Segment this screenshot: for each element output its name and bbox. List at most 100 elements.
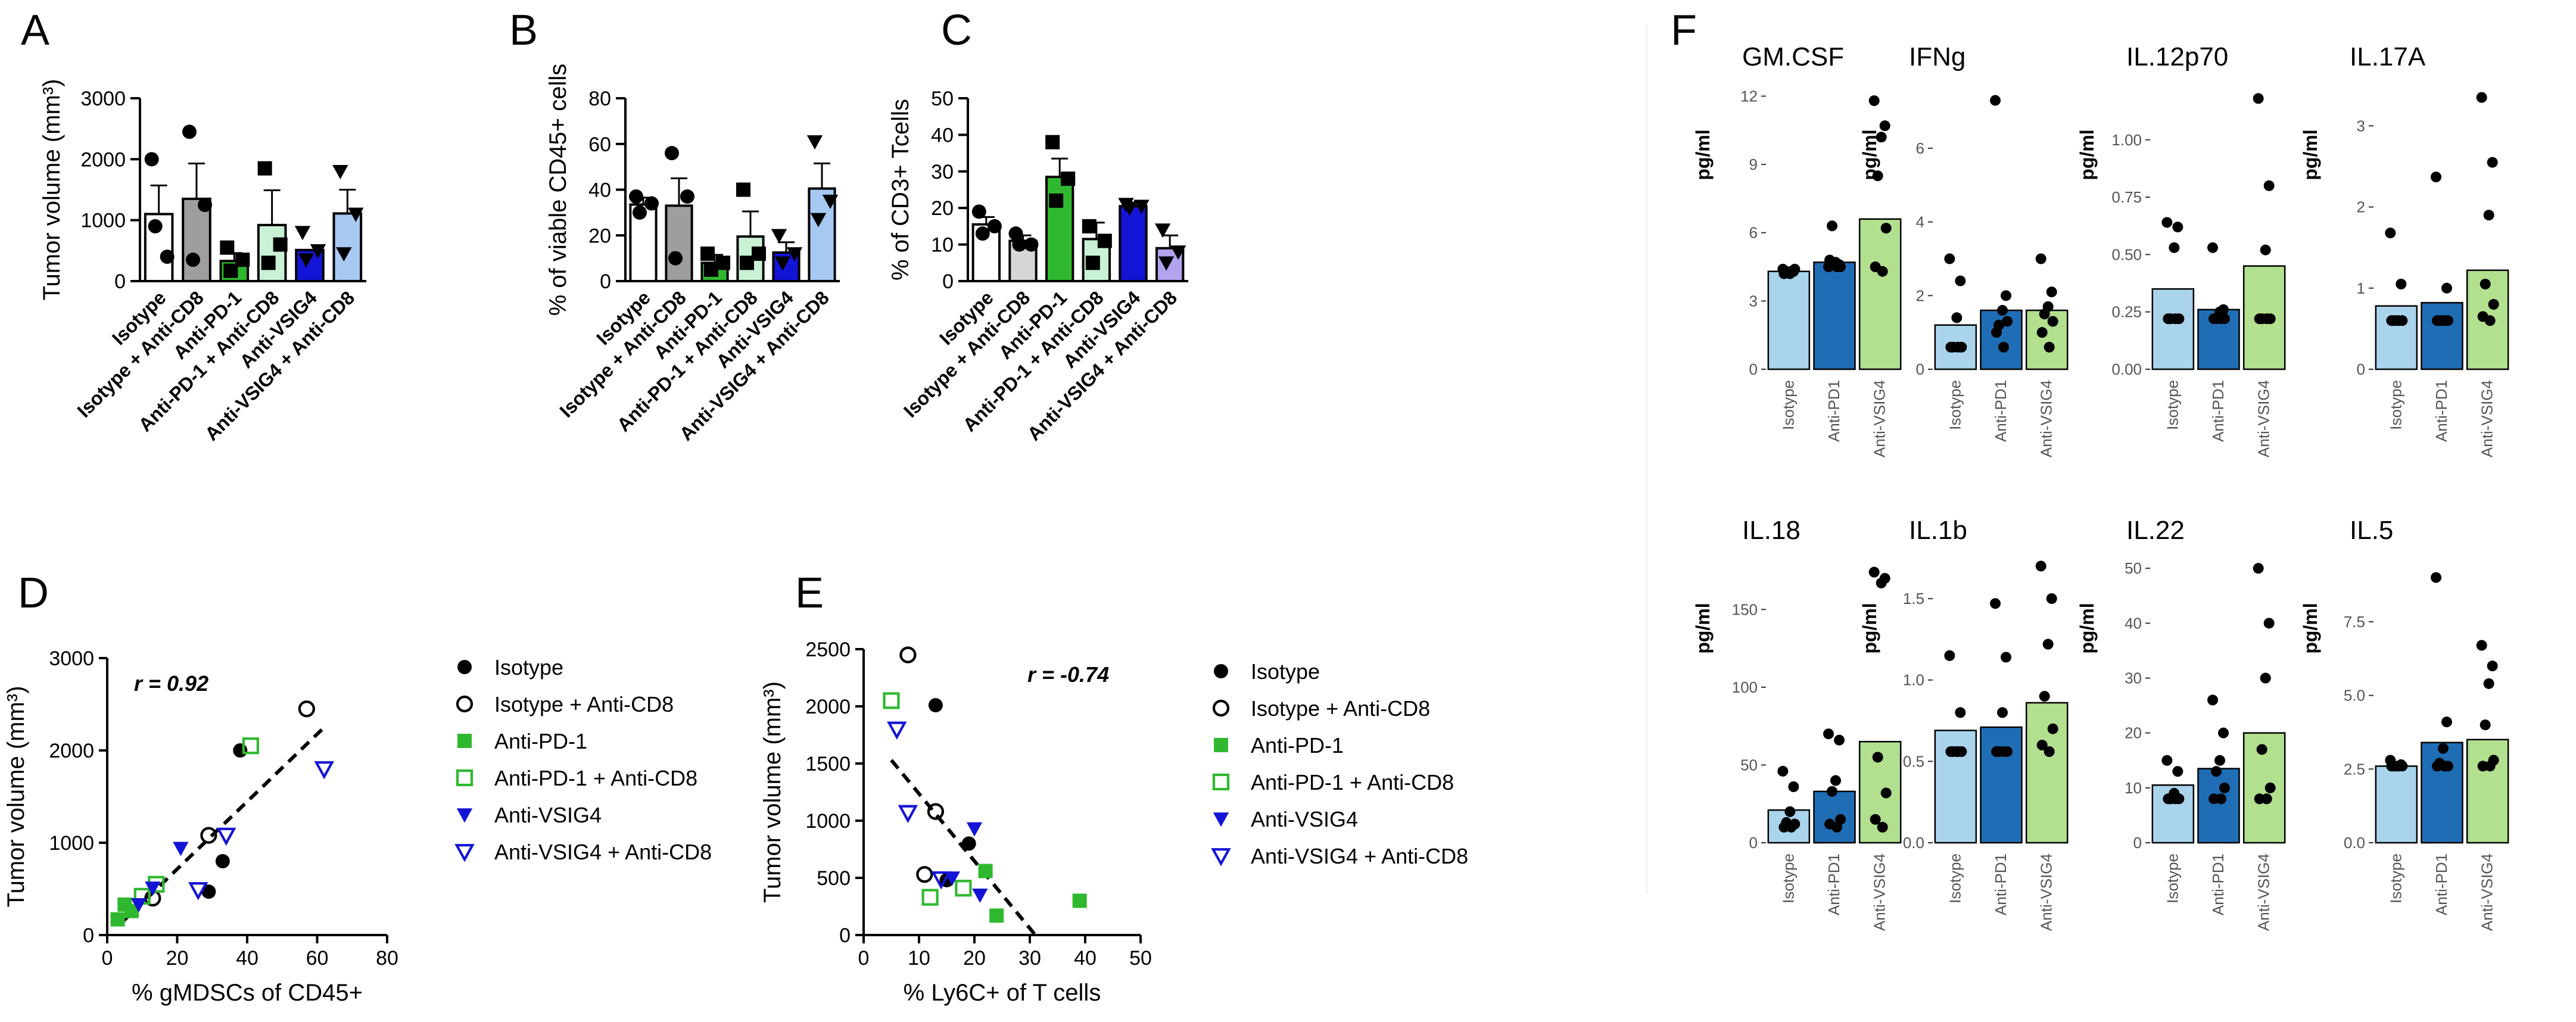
subplot-title: IL.5 bbox=[2350, 516, 2393, 545]
data-point bbox=[883, 692, 900, 709]
data-point bbox=[2385, 228, 2396, 239]
data-point bbox=[2211, 766, 2222, 777]
data-point bbox=[1777, 765, 1789, 777]
bar bbox=[1813, 261, 1856, 370]
data-point bbox=[298, 700, 315, 718]
data-point bbox=[700, 246, 715, 261]
bar bbox=[2421, 302, 2463, 370]
cytokine-subplot: GM.CSF 0 3 6 9 12 pg/ml Isotype Anti-PD1 Anti-VSI… bbox=[1692, 42, 1902, 457]
y-tick-label: 1000 bbox=[805, 810, 851, 833]
x-tick-label: 10 bbox=[908, 947, 930, 970]
x-tick-label: Isotype bbox=[2163, 853, 2181, 903]
y-tick-label: 0 bbox=[114, 270, 126, 293]
y-tick-label: 6 bbox=[1916, 139, 1924, 157]
legend-label: Anti-PD-1 bbox=[1251, 733, 1344, 758]
cytokine-subplot: IL.5 0.0 2.5 5.0 7.5 pg/ml Isotype Anti-PD1 Anti… bbox=[2300, 516, 2509, 931]
data-point bbox=[2170, 793, 2181, 805]
y-tick-label: 2000 bbox=[80, 148, 126, 171]
bar bbox=[1813, 790, 1856, 844]
legend-marker bbox=[457, 660, 472, 674]
data-point bbox=[1085, 256, 1100, 270]
data-point bbox=[1952, 746, 1964, 757]
data-point bbox=[1951, 312, 1963, 323]
data-point bbox=[1784, 806, 1796, 817]
data-point bbox=[1990, 95, 2001, 106]
x-tick-label: Anti-PD1 bbox=[1992, 380, 2010, 442]
data-point bbox=[972, 889, 988, 903]
y-tick-label: 50 bbox=[2125, 559, 2142, 577]
legend-label: Isotype bbox=[1251, 659, 1320, 684]
data-point bbox=[2476, 92, 2487, 103]
data-point bbox=[1045, 135, 1060, 149]
data-point bbox=[1877, 821, 1888, 833]
data-point bbox=[2488, 299, 2499, 310]
data-point bbox=[2161, 217, 2173, 228]
correlation-annotation: r = -0.74 bbox=[1027, 662, 1109, 687]
bar bbox=[808, 187, 836, 282]
data-point bbox=[2046, 593, 2057, 605]
data-point bbox=[220, 240, 235, 255]
y-axis-label: pg/ml bbox=[1859, 129, 1880, 180]
y-tick-label: 3000 bbox=[80, 88, 126, 110]
y-tick-label: 1000 bbox=[80, 210, 126, 232]
x-tick-label: 30 bbox=[1018, 947, 1041, 970]
x-tick-label: Anti-PD1 bbox=[2209, 853, 2227, 915]
data-point bbox=[1170, 245, 1186, 260]
data-point bbox=[916, 866, 933, 883]
data-point bbox=[188, 882, 208, 901]
legend-label: Anti-PD-1 + Anti-CD8 bbox=[494, 766, 697, 790]
data-point bbox=[314, 761, 335, 780]
data-point bbox=[2172, 222, 2183, 233]
data-point bbox=[786, 247, 803, 262]
data-point bbox=[2484, 761, 2496, 772]
legend-marker bbox=[1214, 664, 1228, 678]
y-tick-label: 0 bbox=[83, 924, 94, 947]
x-tick-label: Anti-PD1 bbox=[1992, 853, 2010, 915]
bar bbox=[665, 204, 693, 282]
data-point bbox=[173, 842, 189, 856]
y-tick-label: 20 bbox=[2125, 724, 2142, 742]
cytokine-subplot: IL.18 0 50 100 150 pg/ml Isotype Anti-PD1 Anti-V… bbox=[1692, 516, 1902, 931]
x-axis-label: % Ly6C+ of T cells bbox=[904, 980, 1101, 1006]
bar bbox=[2025, 309, 2069, 370]
cytokine-subplot: IL.17A 0 1 2 3 pg/ml Isotype Anti-PD1 Anti-VSIG4 bbox=[2300, 42, 2509, 457]
data-point bbox=[2441, 716, 2452, 728]
data-point bbox=[2216, 793, 2226, 805]
data-point bbox=[774, 256, 791, 271]
data-point bbox=[1880, 787, 1892, 799]
data-point bbox=[1082, 219, 1097, 233]
data-point bbox=[1831, 821, 1842, 833]
y-tick-label: 2 bbox=[1916, 286, 1924, 304]
y-tick-label: 40 bbox=[931, 124, 954, 147]
data-point bbox=[633, 205, 647, 220]
data-point bbox=[2207, 694, 2218, 706]
cytokine-subplot: IFNg 0 2 4 6 pg/ml Isotype Anti-PD1 Anti-VSIG4 bbox=[1859, 42, 2069, 457]
data-point bbox=[966, 822, 983, 837]
y-tick-label: 30 bbox=[931, 161, 954, 183]
data-point bbox=[2002, 316, 2013, 327]
x-tick-label: Isotype bbox=[1946, 853, 1964, 903]
data-point bbox=[201, 884, 216, 899]
x-tick-label: 0 bbox=[102, 947, 113, 970]
data-point bbox=[242, 737, 259, 755]
y-tick-label: 50 bbox=[931, 88, 954, 110]
x-tick-label: 0 bbox=[858, 947, 870, 970]
legend-label: Isotype bbox=[494, 655, 563, 680]
y-tick-label: 10 bbox=[2125, 779, 2142, 797]
data-point bbox=[294, 226, 311, 241]
data-point bbox=[668, 251, 683, 266]
data-point bbox=[1872, 752, 1883, 763]
data-point bbox=[927, 803, 945, 820]
data-point bbox=[2039, 309, 2050, 320]
y-tick-label: 2 bbox=[2357, 198, 2365, 216]
data-point bbox=[2207, 242, 2218, 253]
data-point bbox=[160, 250, 175, 264]
data-point bbox=[1944, 253, 1955, 264]
x-tick-label: Isotype bbox=[1779, 853, 1797, 903]
data-point bbox=[1097, 233, 1112, 248]
x-tick-label: Anti-PD1 bbox=[2432, 380, 2450, 442]
